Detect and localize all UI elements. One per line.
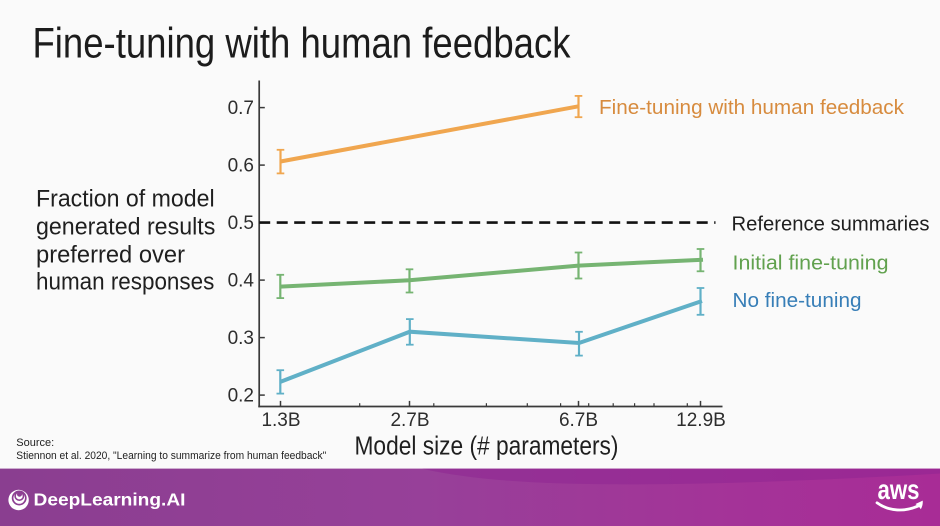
svg-text:0.7: 0.7 (228, 98, 254, 119)
svg-text:Fine-tuning with human feedbac: Fine-tuning with human feedback (33, 19, 571, 67)
svg-text:Source:: Source: (16, 437, 54, 449)
svg-text:Reference summaries: Reference summaries (732, 214, 930, 236)
svg-text:6.7B: 6.7B (559, 410, 598, 431)
svg-text:Fraction of model: Fraction of model (36, 186, 215, 213)
svg-text:generated results: generated results (36, 214, 215, 241)
svg-text:aws: aws (878, 474, 920, 505)
svg-text:0.6: 0.6 (228, 156, 254, 177)
svg-text:0.5: 0.5 (228, 213, 254, 234)
svg-text:1.3B: 1.3B (261, 410, 300, 431)
svg-text:0.4: 0.4 (228, 271, 255, 292)
svg-text:Model size (# parameters): Model size (# parameters) (355, 433, 619, 461)
svg-text:DeepLearning.AI: DeepLearning.AI (34, 490, 186, 510)
svg-text:preferred over: preferred over (36, 242, 185, 269)
svg-text:Stiennon et al. 2020, "Learnin: Stiennon et al. 2020, "Learning to summa… (16, 450, 326, 462)
svg-text:0.3: 0.3 (228, 328, 254, 349)
svg-text:Fine-tuning with human feedbac: Fine-tuning with human feedback (599, 97, 905, 119)
svg-text:No fine-tuning: No fine-tuning (733, 290, 862, 312)
svg-text:Initial fine-tuning: Initial fine-tuning (733, 253, 889, 275)
svg-text:12.9B: 12.9B (676, 410, 726, 431)
svg-text:2.7B: 2.7B (390, 410, 429, 431)
svg-text:human responses: human responses (36, 269, 214, 296)
svg-text:0.2: 0.2 (228, 386, 254, 407)
